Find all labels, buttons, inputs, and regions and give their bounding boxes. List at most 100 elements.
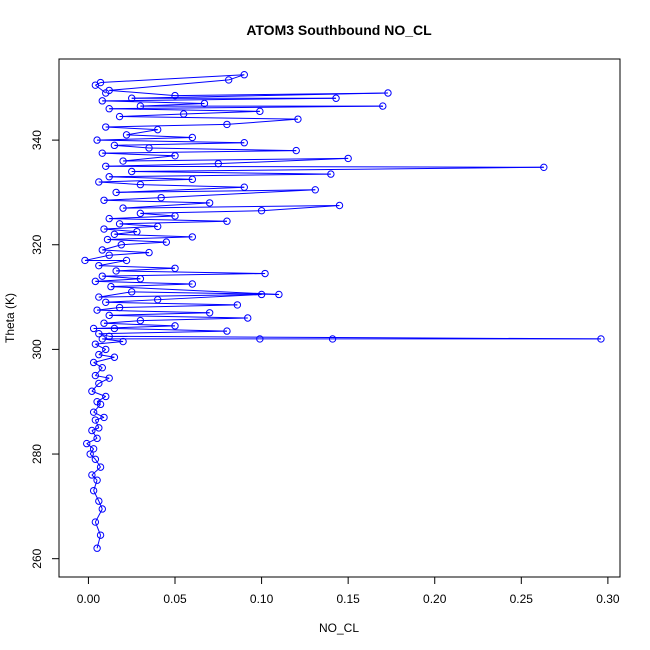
data-point bbox=[294, 115, 302, 123]
series-segment bbox=[110, 283, 193, 288]
data-point bbox=[110, 353, 119, 361]
series-segment bbox=[140, 210, 262, 214]
data-point bbox=[122, 131, 131, 139]
y-tick-label: 260 bbox=[30, 548, 44, 568]
series-segment bbox=[98, 178, 193, 183]
series-segment bbox=[119, 304, 238, 309]
data-point bbox=[98, 246, 106, 254]
series-segment bbox=[105, 299, 158, 303]
data-point bbox=[89, 324, 98, 333]
series-segment bbox=[183, 110, 260, 115]
data-point bbox=[256, 335, 264, 343]
data-point bbox=[89, 408, 98, 416]
data-point bbox=[89, 445, 98, 453]
data-point bbox=[384, 89, 392, 97]
data-point bbox=[257, 207, 266, 215]
data-point bbox=[91, 371, 100, 380]
x-tick-label: 0.00 bbox=[77, 592, 101, 606]
series-segment bbox=[226, 118, 298, 125]
series-segment bbox=[94, 458, 101, 468]
series-segment bbox=[94, 419, 100, 429]
data-point bbox=[240, 70, 248, 79]
data-point bbox=[275, 290, 283, 299]
data-point bbox=[110, 230, 119, 238]
series-segment bbox=[98, 259, 127, 267]
series-segment bbox=[109, 89, 176, 97]
data-point bbox=[96, 463, 105, 471]
data-point bbox=[88, 426, 96, 435]
series-segment bbox=[103, 225, 158, 230]
data-point bbox=[153, 222, 162, 231]
series-segment bbox=[104, 199, 210, 204]
data-point bbox=[89, 486, 98, 495]
data-point bbox=[188, 133, 197, 142]
series-segment bbox=[91, 430, 98, 439]
y-tick-label: 280 bbox=[30, 444, 44, 464]
data-point bbox=[98, 272, 106, 280]
series-segment bbox=[102, 152, 176, 157]
data-point bbox=[327, 170, 335, 178]
series-segment bbox=[95, 375, 110, 379]
series-segment bbox=[109, 312, 210, 316]
series-segment bbox=[109, 173, 331, 178]
data-point bbox=[100, 413, 108, 422]
data-point bbox=[162, 238, 171, 246]
series-segment bbox=[116, 186, 245, 193]
data-point bbox=[205, 199, 214, 207]
data-point bbox=[98, 149, 106, 157]
data-point bbox=[93, 544, 101, 552]
series-segment bbox=[98, 500, 103, 510]
chart-title: ATOM3 Southbound NO_CL bbox=[246, 22, 432, 38]
data-point bbox=[145, 248, 153, 257]
data-point bbox=[332, 94, 340, 102]
series-segment bbox=[102, 100, 205, 104]
data-point bbox=[133, 227, 141, 236]
data-point bbox=[91, 81, 100, 89]
series-segment bbox=[116, 267, 176, 272]
series-segment bbox=[103, 197, 162, 201]
data-point bbox=[379, 102, 387, 110]
y-tick-label: 320 bbox=[30, 234, 44, 254]
data-point bbox=[89, 358, 98, 367]
data-point bbox=[223, 327, 231, 335]
series-segment bbox=[116, 189, 316, 193]
series-segment bbox=[109, 218, 227, 222]
series-segment bbox=[105, 165, 544, 168]
data-point bbox=[223, 120, 231, 129]
series-segment bbox=[131, 170, 331, 175]
data-point bbox=[100, 225, 108, 233]
x-axis-label: NO_CL bbox=[319, 621, 359, 635]
data-point bbox=[188, 175, 197, 184]
series-segment bbox=[131, 291, 279, 295]
series-segment bbox=[123, 205, 340, 209]
data-point bbox=[128, 288, 136, 296]
series-segment bbox=[123, 157, 349, 162]
data-point bbox=[93, 434, 101, 443]
series-segment bbox=[218, 157, 349, 165]
series-segment bbox=[105, 301, 238, 306]
data-point bbox=[145, 144, 153, 152]
series-segment bbox=[114, 327, 227, 332]
data-point bbox=[102, 345, 110, 354]
data-point bbox=[83, 439, 91, 448]
plot-frame bbox=[58, 58, 621, 578]
x-tick-label: 0.10 bbox=[250, 592, 274, 606]
data-point bbox=[153, 125, 162, 134]
data-point bbox=[597, 335, 605, 343]
series-segment bbox=[98, 354, 115, 358]
data-point bbox=[110, 324, 119, 333]
series-segment bbox=[95, 278, 141, 282]
data-point bbox=[91, 455, 100, 463]
data-point bbox=[214, 159, 222, 168]
series-segment bbox=[98, 291, 132, 298]
series-segment bbox=[93, 480, 98, 491]
y-tick-label: 300 bbox=[30, 339, 44, 359]
series-segment bbox=[98, 293, 262, 298]
data-point bbox=[115, 220, 124, 228]
data-point bbox=[179, 110, 188, 118]
series-segment bbox=[126, 129, 158, 136]
series-segment bbox=[95, 341, 124, 345]
series-segment bbox=[100, 74, 245, 84]
series-segment bbox=[94, 521, 102, 536]
